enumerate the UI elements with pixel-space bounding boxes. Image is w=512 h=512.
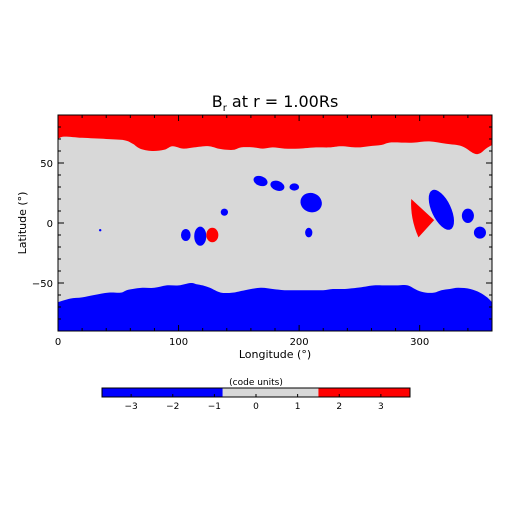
y-tick-label: 0 bbox=[47, 219, 53, 230]
colorbar-segment bbox=[102, 388, 223, 397]
flux-spot-negative bbox=[98, 229, 102, 232]
flux-spot-negative bbox=[461, 208, 474, 223]
flux-spots bbox=[98, 175, 486, 246]
title-main: B bbox=[212, 92, 223, 111]
flux-spot-positive bbox=[411, 199, 435, 238]
flux-spot-negative bbox=[180, 229, 191, 241]
colorbar-segment bbox=[222, 388, 319, 397]
colorbar-tick-label: −2 bbox=[166, 402, 179, 412]
flux-spot-positive bbox=[206, 227, 219, 243]
colorbar-segment bbox=[318, 388, 410, 397]
title-suffix: at r = 1.00Rs bbox=[227, 92, 338, 111]
south-polar-region bbox=[58, 282, 492, 331]
y-tick-label: 50 bbox=[40, 159, 53, 170]
x-tick-label: 200 bbox=[290, 337, 309, 348]
flux-spot-negative bbox=[428, 189, 455, 230]
colorbar-tick-label: 0 bbox=[253, 402, 259, 412]
y-axis-label: Latitude (°) bbox=[16, 192, 29, 255]
colorbar-tick-label: 2 bbox=[336, 402, 342, 412]
x-tick-label: 100 bbox=[169, 337, 188, 348]
colorbar-tick-label: −3 bbox=[124, 402, 137, 412]
flux-spot-negative bbox=[305, 227, 313, 238]
x-axis-label: Longitude (°) bbox=[239, 348, 311, 361]
colorbar: (code units) −3 −2 −1 0 1 2 3 bbox=[101, 378, 411, 412]
colorbar-ticks: −3 −2 −1 0 1 2 3 bbox=[124, 394, 384, 412]
x-tick-label: 0 bbox=[55, 337, 61, 348]
plot-area: 0 100 200 300 50 0 −50 bbox=[32, 114, 493, 348]
flux-spot-negative bbox=[300, 192, 322, 213]
flux-spot-negative bbox=[289, 183, 300, 191]
colorbar-label: (code units) bbox=[229, 378, 283, 388]
x-axis-ticks: 0 100 200 300 bbox=[55, 115, 493, 348]
title-subscript: r bbox=[223, 103, 228, 114]
colorbar-tick-label: 1 bbox=[295, 402, 301, 412]
y-tick-label: −50 bbox=[32, 279, 53, 290]
flux-spot-negative bbox=[473, 226, 486, 239]
x-tick-label: 300 bbox=[410, 337, 429, 348]
flux-spot-negative bbox=[253, 175, 268, 187]
flux-spot-negative bbox=[194, 226, 207, 246]
flux-spot-negative bbox=[220, 208, 228, 216]
colorbar-segments bbox=[102, 388, 410, 397]
chart-title: Br at r = 1.00Rs bbox=[212, 92, 339, 114]
flux-spot-negative bbox=[270, 180, 285, 191]
colorbar-tick-label: −1 bbox=[208, 402, 221, 412]
colorbar-tick-label: 3 bbox=[378, 402, 384, 412]
y-axis-ticks: 50 0 −50 bbox=[32, 126, 492, 320]
north-polar-region bbox=[58, 115, 492, 155]
